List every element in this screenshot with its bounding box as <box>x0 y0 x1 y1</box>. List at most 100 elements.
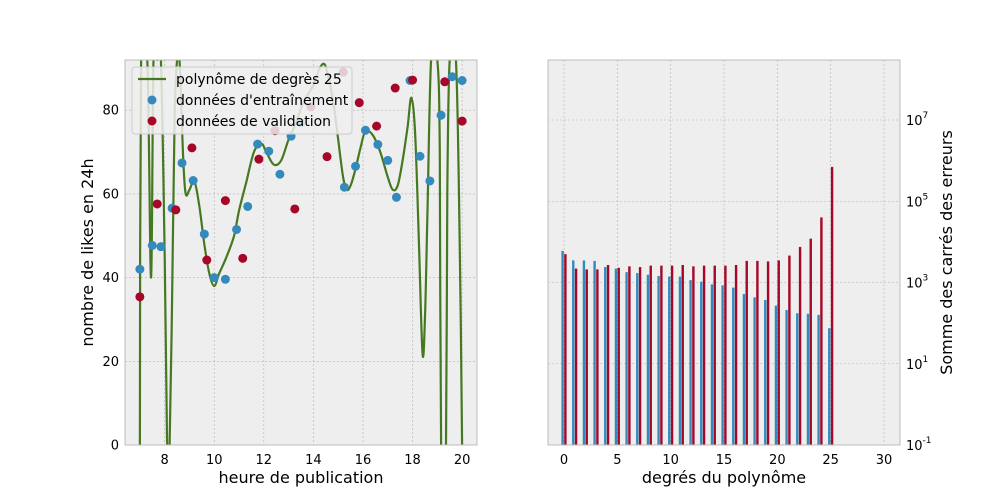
tick-mantissa: 10 <box>906 358 923 373</box>
train-error-bar <box>710 284 714 445</box>
train-error-bar <box>732 287 735 445</box>
validation-error-bar <box>830 166 834 445</box>
validation-error-bar <box>606 264 610 445</box>
validation-point <box>254 154 264 164</box>
validation-error-bar <box>660 265 663 445</box>
validation-error-bar <box>809 238 812 445</box>
tick-exponent: 5 <box>923 192 929 202</box>
validation-point <box>390 83 400 93</box>
train-point <box>177 158 187 168</box>
legend-train-swatch <box>147 95 157 105</box>
train-point <box>232 224 242 234</box>
legend: polynôme de degrès 25 données d'entraîne… <box>131 66 353 135</box>
tick-mantissa: 10 <box>906 439 923 454</box>
validation-point <box>187 143 197 153</box>
validation-error-bar <box>713 265 716 445</box>
validation-point <box>135 292 145 302</box>
x-tick-label: 10 <box>206 453 223 468</box>
y-tick-label: 40 <box>102 271 119 286</box>
legend-validation-swatch <box>147 116 157 126</box>
train-error-bar <box>561 250 564 445</box>
train-point <box>264 146 274 156</box>
validation-error-bar <box>745 260 748 445</box>
tick-mantissa: 10 <box>906 195 923 210</box>
x-tick-label: 15 <box>716 453 733 468</box>
validation-error-bar <box>692 266 695 445</box>
train-error-bar <box>657 275 660 445</box>
train-error-bar <box>806 313 810 445</box>
x-tick-label: 25 <box>822 453 839 468</box>
train-point <box>275 169 285 179</box>
train-point <box>135 264 145 274</box>
validation-error-bar <box>820 217 823 445</box>
validation-error-bar <box>670 265 674 445</box>
y-tick-label: 101 <box>906 355 928 373</box>
train-point <box>351 161 361 171</box>
right-plot-frame <box>547 59 901 446</box>
left-plot-frame <box>124 59 478 446</box>
train-point <box>147 240 157 250</box>
train-point <box>220 274 230 284</box>
train-point <box>188 176 198 186</box>
train-point <box>360 125 370 135</box>
y-tick-label: 60 <box>102 187 119 202</box>
train-error-bar <box>572 260 575 445</box>
legend-label-fit: polynôme de degrès 25 <box>176 72 342 88</box>
validation-point <box>202 255 212 265</box>
left-y-axis-label: nombre de likes en 24h <box>78 158 97 346</box>
validation-error-bar <box>681 264 684 445</box>
train-point <box>457 76 467 86</box>
x-tick-label: 5 <box>613 453 621 468</box>
x-tick-label: 14 <box>305 453 322 468</box>
left-chart: 8 10 12 14 16 18 20 0 20 40 60 80 heure de publica… <box>78 59 478 487</box>
validation-error-bar <box>638 267 642 445</box>
x-tick-label: 20 <box>769 453 786 468</box>
train-point <box>415 151 425 161</box>
train-error-bar <box>796 313 799 445</box>
train-error-bar <box>636 273 639 445</box>
validation-point <box>408 75 418 85</box>
y-tick-label: 80 <box>102 104 119 119</box>
tick-mantissa: 10 <box>906 114 923 129</box>
validation-error-bar <box>756 260 759 445</box>
validation-point <box>354 98 364 108</box>
train-error-bar <box>785 310 788 445</box>
validation-error-bar <box>574 268 578 445</box>
train-error-bar <box>678 276 682 445</box>
x-tick-label: 18 <box>404 453 421 468</box>
train-point <box>373 140 383 150</box>
train-point <box>156 242 166 252</box>
train-point <box>383 155 393 165</box>
legend-label-train: données d'entraînement <box>176 93 349 109</box>
train-point <box>209 273 219 283</box>
validation-error-bar <box>617 267 620 445</box>
left-x-axis-ticks: 8 10 12 14 16 18 20 <box>161 453 471 468</box>
train-error-bar <box>625 272 628 445</box>
tick-exponent: 3 <box>923 274 929 284</box>
legend-box <box>131 66 353 135</box>
train-point <box>447 72 457 82</box>
validation-error-bar <box>649 265 652 445</box>
tick-exponent: 7 <box>923 111 929 121</box>
right-y-axis-label: Somme des carrés des erreurs <box>937 130 956 375</box>
validation-point <box>171 205 181 215</box>
validation-error-bar <box>798 246 802 445</box>
y-tick-label: 103 <box>906 274 928 292</box>
train-point <box>339 182 349 192</box>
x-tick-label: 30 <box>876 453 893 468</box>
validation-point <box>220 196 230 206</box>
y-tick-label: 20 <box>102 355 119 370</box>
train-error-bar <box>593 260 596 445</box>
train-error-bar <box>689 280 692 445</box>
x-tick-label: 8 <box>161 453 169 468</box>
train-point <box>253 139 263 149</box>
train-error-bar <box>646 274 650 445</box>
train-point <box>199 229 209 239</box>
x-tick-label: 20 <box>454 453 471 468</box>
right-x-axis-label: degrés du polynôme <box>642 468 806 487</box>
validation-error-bar <box>585 269 588 445</box>
error-bars <box>561 166 834 445</box>
y-tick-label: 0 <box>111 439 119 454</box>
train-error-bar <box>774 305 778 445</box>
